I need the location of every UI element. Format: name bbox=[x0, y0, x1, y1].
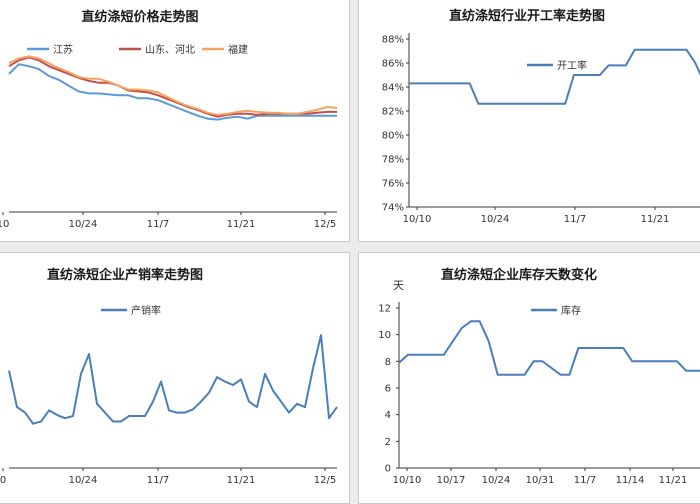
y-tick-label: 8 bbox=[385, 357, 391, 368]
y-tick-label: 4 bbox=[385, 410, 391, 421]
series-line-2 bbox=[8, 56, 337, 118]
x-tick-label: 10/31 bbox=[526, 475, 555, 486]
operating-rate-chart: 直纺涤短行业开工率走势图 74% 76% 78% 80% 82% 84% 86% 88% 10/1… bbox=[382, 8, 700, 225]
x-tick-label: 12/5 bbox=[314, 219, 336, 230]
y-tick-label: 86% bbox=[382, 59, 404, 70]
y-tick-label: 82% bbox=[382, 107, 404, 118]
x-tick-label: 11/21 bbox=[227, 475, 256, 486]
series-line-1 bbox=[8, 63, 337, 121]
chart-title: 直纺涤短企业产销率走势图 bbox=[47, 267, 203, 283]
y-tick-label: 2 bbox=[385, 437, 391, 448]
x-tick-label: 10/24 bbox=[69, 219, 98, 230]
x-tick-label: 11/7 bbox=[147, 475, 169, 486]
legend-label: 福建 bbox=[228, 43, 248, 56]
x-tick-label: 12/5 bbox=[314, 475, 336, 486]
y-axis-label: 天 bbox=[393, 279, 404, 292]
sales-rate-chart-panel: 直纺涤短企业产销率走势图 0 10/24 11/7 11/21 12/5 产销率 bbox=[0, 252, 350, 504]
price-chart: 直纺涤短价格走势图 10 10/24 11/7 11/21 12/5 江苏 山东、河北 福建 bbox=[0, 9, 338, 230]
x-tick-label: 10/17 bbox=[437, 475, 466, 486]
sales-rate-chart: 直纺涤短企业产销率走势图 0 10/24 11/7 11/21 12/5 产销率 bbox=[0, 267, 338, 486]
y-tick-label: 80% bbox=[382, 131, 404, 142]
x-tick-label: 10/24 bbox=[481, 214, 510, 225]
legend-label: 库存 bbox=[561, 304, 581, 317]
y-tick-label: 84% bbox=[382, 83, 404, 94]
inventory-days-chart: 直纺涤短企业库存天数变化 0 2 4 6 8 10 12 天 10/10 10/17 10/24 10/… bbox=[378, 267, 700, 486]
y-tick-label: 74% bbox=[382, 203, 404, 214]
x-tick-label: 11/21 bbox=[659, 475, 688, 486]
x-tick-label: 11/7 bbox=[574, 475, 596, 486]
chart-title: 直纺涤短行业开工率走势图 bbox=[449, 8, 605, 24]
series-line-1 bbox=[398, 320, 700, 376]
x-tick-label: 11/21 bbox=[227, 219, 256, 230]
y-tick-label: 76% bbox=[382, 179, 404, 190]
series-line-1 bbox=[409, 48, 700, 105]
operating-rate-chart-panel: 直纺涤短行业开工率走势图 74% 76% 78% 80% 82% 84% 86% 88% 10/1… bbox=[358, 0, 700, 242]
series-line-1 bbox=[8, 334, 338, 425]
x-tick-label: 10/10 bbox=[393, 475, 422, 486]
x-tick-label: 10/24 bbox=[69, 475, 98, 486]
x-tick-label: 11/14 bbox=[616, 475, 645, 486]
chart-title: 直纺涤短企业库存天数变化 bbox=[441, 267, 597, 283]
y-tick-label: 0 bbox=[385, 464, 391, 475]
x-tick-label: 0 bbox=[0, 475, 6, 486]
x-tick-label: 10/24 bbox=[482, 475, 511, 486]
x-tick-label: 10/10 bbox=[403, 214, 432, 225]
price-chart-panel: 直纺涤短价格走势图 10 10/24 11/7 11/21 12/5 江苏 山东、河北 福建 bbox=[0, 0, 350, 242]
y-tick-label: 88% bbox=[382, 35, 404, 46]
x-tick-label: 11/7 bbox=[147, 219, 169, 230]
series-line-3 bbox=[8, 55, 338, 116]
x-tick-label: 11/7 bbox=[564, 214, 586, 225]
y-tick-label: 6 bbox=[385, 384, 391, 395]
x-tick-label: 11/21 bbox=[641, 214, 670, 225]
x-tick-label: 10 bbox=[0, 219, 9, 230]
legend-label: 江苏 bbox=[53, 43, 73, 56]
legend-label: 产销率 bbox=[131, 304, 161, 317]
chart-title: 直纺涤短价格走势图 bbox=[81, 9, 198, 25]
y-tick-label: 12 bbox=[378, 304, 391, 315]
y-tick-label: 78% bbox=[382, 155, 404, 166]
y-tick-label: 10 bbox=[378, 330, 391, 341]
legend-label: 开工率 bbox=[557, 59, 587, 72]
inventory-days-chart-panel: 直纺涤短企业库存天数变化 0 2 4 6 8 10 12 天 10/10 10/17 10/24 10/… bbox=[358, 252, 700, 504]
legend-label: 山东、河北 bbox=[145, 43, 195, 56]
